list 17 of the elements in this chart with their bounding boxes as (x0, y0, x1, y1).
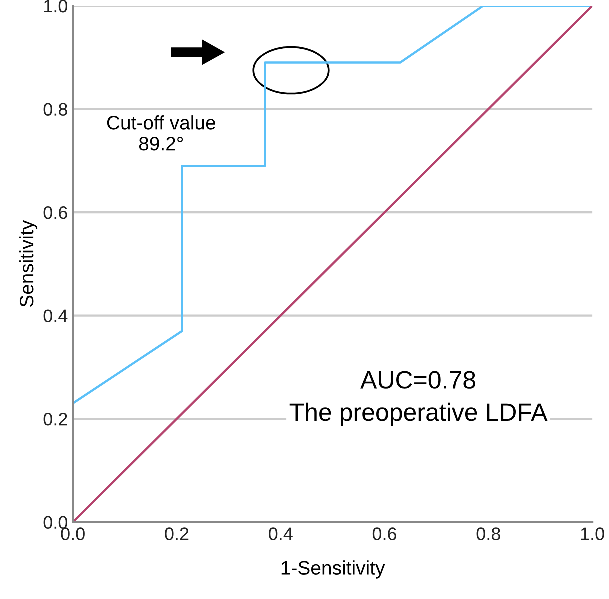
y-tick-label: 0.2 (44, 412, 68, 426)
x-tick-label: 0.0 (61, 528, 85, 540)
x-tick-label: 0.8 (476, 528, 500, 540)
y-tick-label: 0.6 (44, 206, 68, 220)
y-tick-label: 0.4 (44, 310, 68, 323)
x-tick-label: 0.2 (165, 528, 189, 540)
y-tick-label: 1.0 (44, 0, 68, 13)
annotation: Cut-off value 89.2° (107, 116, 216, 151)
y-axis-title: Sensitivity (19, 220, 38, 308)
line-series (73, 6, 593, 522)
x-tick-label: 0.4 (269, 528, 293, 540)
x-axis-title: 1-Sensitivity (282, 560, 386, 579)
x-tick-label: 0.6 (372, 528, 397, 540)
x-tick-label: 1.0 (581, 528, 604, 540)
y-tick-label: 0.8 (44, 103, 68, 116)
annotation: AUC=0.78 The preoperative LDFA (290, 371, 548, 426)
y-tick-label: 0.0 (44, 516, 68, 530)
